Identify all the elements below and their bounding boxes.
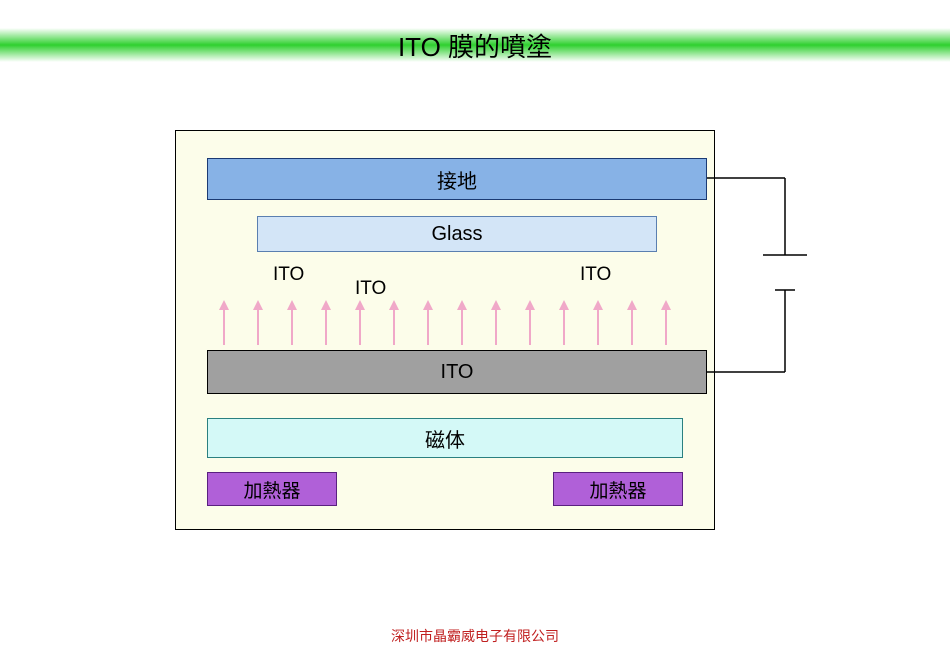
heater-left-label: 加熱器 — [243, 476, 300, 503]
glass-layer: Glass — [257, 216, 657, 252]
heater-right: 加熱器 — [553, 472, 683, 506]
sputter-arrow — [223, 307, 225, 345]
ito-particle-label: ITO — [273, 264, 304, 286]
footer-text: 深圳市晶霸威电子有限公司 — [0, 626, 950, 646]
magnet-label: 磁体 — [425, 424, 465, 453]
sputter-arrow — [461, 307, 463, 345]
heater-right-label: 加熱器 — [589, 476, 646, 503]
sputter-arrow — [529, 307, 531, 345]
ito-particle-label: ITO — [580, 264, 611, 286]
ito-target-layer: ITO — [207, 350, 707, 394]
sputter-arrows — [215, 295, 695, 345]
diagram-area: 接地 Glass ITO 磁体 加熱器 加熱器 ITO ITO ITO — [175, 130, 715, 530]
magnet-layer: 磁体 — [207, 418, 683, 458]
glass-label: Glass — [431, 223, 482, 246]
sputter-arrow — [393, 307, 395, 345]
sputter-arrow — [631, 307, 633, 345]
ground-label: 接地 — [437, 165, 477, 194]
page-title: ITO 膜的噴塗 — [398, 27, 552, 64]
sputter-arrow — [495, 307, 497, 345]
ito-particle-label: ITO — [355, 278, 386, 300]
ito-target-label: ITO — [441, 361, 474, 384]
sputter-arrow — [563, 307, 565, 345]
sputter-arrow — [665, 307, 667, 345]
ground-layer: 接地 — [207, 158, 707, 200]
sputter-arrow — [257, 307, 259, 345]
sputter-arrow — [597, 307, 599, 345]
heater-left: 加熱器 — [207, 472, 337, 506]
sputter-arrow — [325, 307, 327, 345]
sputter-arrow — [291, 307, 293, 345]
title-bar: ITO 膜的噴塗 — [0, 28, 950, 62]
sputter-arrow — [427, 307, 429, 345]
sputter-arrow — [359, 307, 361, 345]
